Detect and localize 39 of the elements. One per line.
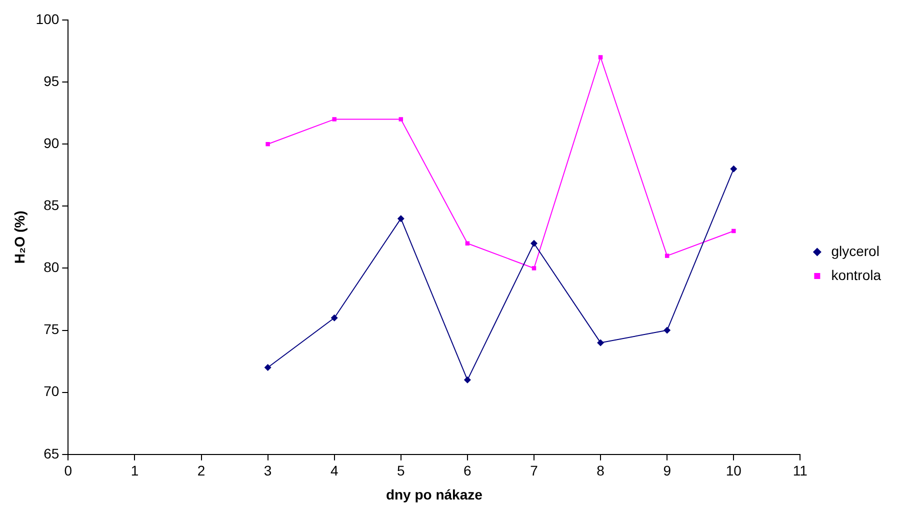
- point: [597, 339, 604, 346]
- point: [330, 314, 338, 322]
- point: [397, 215, 404, 222]
- point: [264, 364, 272, 372]
- x-tick-label: 6: [464, 462, 472, 479]
- x-tick-label: 2: [197, 462, 206, 479]
- legend-label: glycerol: [831, 242, 880, 259]
- y-tick-label: 65: [44, 445, 60, 462]
- point: [532, 266, 536, 270]
- x-tick-label: 11: [792, 462, 808, 479]
- point: [266, 142, 270, 146]
- point: [664, 254, 670, 258]
- x-tick-label: 10: [726, 462, 742, 479]
- point: [732, 228, 736, 234]
- y-axis-title: H₂O (%): [11, 210, 28, 264]
- x-tick-label: 4: [330, 462, 338, 479]
- x-tick-label: 3: [264, 462, 272, 479]
- y-tick-label: 70: [44, 383, 60, 400]
- x-tick-label: 5: [397, 462, 406, 479]
- point: [530, 240, 538, 247]
- y-tick-label: 75: [44, 321, 60, 338]
- x-tick-label: 7: [530, 462, 538, 479]
- x-tick-label: 0: [64, 462, 72, 479]
- legend-label: kontrola: [831, 266, 882, 283]
- x-tick-label: 1: [130, 462, 139, 479]
- y-tick-label: 80: [44, 259, 60, 276]
- x-tick-label: 9: [663, 462, 672, 479]
- y-tick-label: 85: [44, 197, 60, 214]
- x-axis-title: dny po nákaze: [386, 486, 483, 502]
- point: [332, 117, 336, 122]
- x-tick-label: 8: [596, 462, 605, 479]
- point: [730, 165, 738, 172]
- y-tick-label: 95: [44, 72, 60, 89]
- point: [464, 376, 471, 384]
- y-tick-label: 90: [44, 134, 60, 151]
- y-tick-label: 100: [36, 10, 60, 27]
- point: [398, 117, 404, 122]
- point: [598, 55, 603, 60]
- point: [664, 326, 671, 334]
